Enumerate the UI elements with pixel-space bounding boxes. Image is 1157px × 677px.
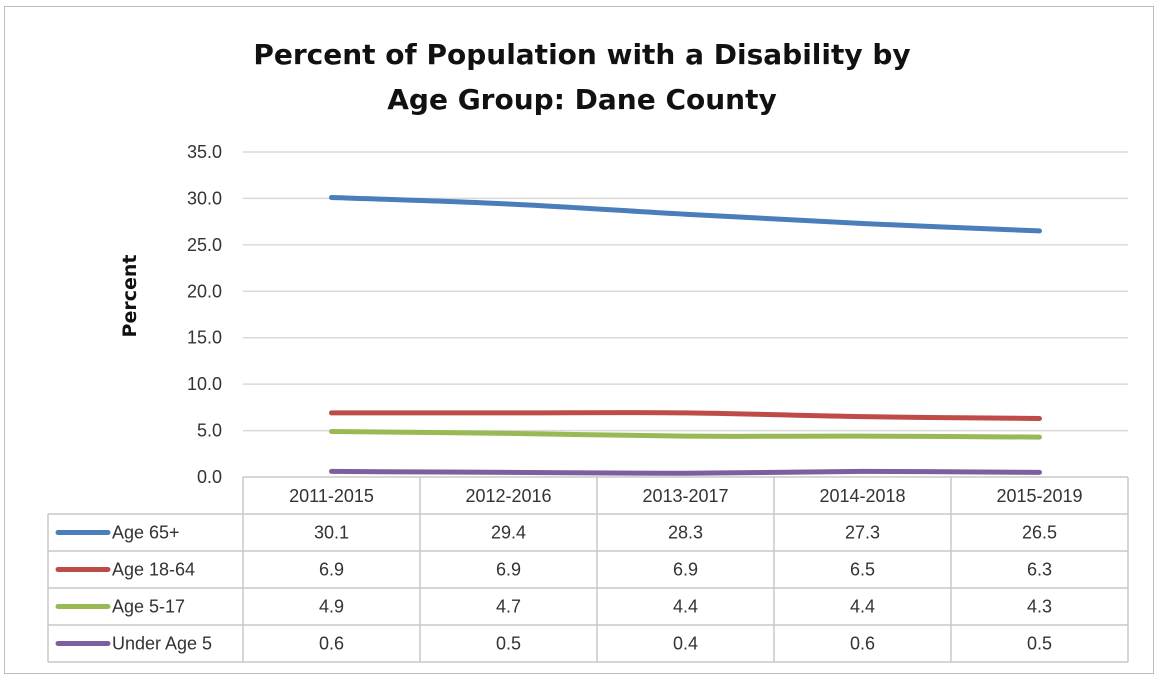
chart-frame [4, 6, 1154, 674]
data-label: 6.3 [1027, 560, 1052, 580]
y-tick-label: 5.0 [197, 421, 222, 441]
chart-title-line-2: Age Group: Dane County [387, 83, 777, 116]
legend-entry: Under Age 5 [112, 634, 212, 654]
data-table: 2011-2015 2012-2016 2013-2017 2014-2018 2015… [47, 476, 1129, 663]
series-line [329, 468, 1042, 476]
data-label: 6.5 [850, 560, 875, 580]
legend-entry: Age 5-17 [112, 597, 185, 617]
data-label: 30.1 [314, 523, 349, 543]
legend-entry: Age 65+ [112, 523, 180, 543]
data-label: 4.3 [1027, 597, 1052, 617]
y-tick-label: 0.0 [197, 467, 222, 487]
data-label: 6.9 [673, 560, 698, 580]
y-tick-label: 10.0 [187, 374, 222, 394]
x-tick-label: 2014-2018 [819, 486, 905, 506]
gridlines [243, 151, 1128, 432]
series-line [329, 429, 1042, 440]
chart-title-line-1: Percent of Population with a Disability … [253, 38, 910, 71]
y-tick-label: 25.0 [187, 235, 222, 255]
series-line [329, 195, 1042, 234]
y-axis-label: Percent [119, 255, 141, 338]
y-axis-ticks: 0.0 5.0 10.0 15.0 20.0 25.0 30.0 35.0 [187, 142, 222, 487]
data-label: 27.3 [845, 523, 880, 543]
y-tick-label: 20.0 [187, 281, 222, 301]
x-tick-label: 2015-2019 [996, 486, 1082, 506]
y-tick-label: 15.0 [187, 328, 222, 348]
data-label: 26.5 [1022, 523, 1057, 543]
data-label: 0.6 [850, 634, 875, 654]
x-tick-label: 2013-2017 [642, 486, 728, 506]
data-label: 6.9 [319, 560, 344, 580]
data-label: 0.5 [1027, 634, 1052, 654]
data-label: 6.9 [496, 560, 521, 580]
x-tick-label: 2011-2015 [289, 486, 374, 506]
data-label: 0.5 [496, 634, 521, 654]
y-tick-label: 30.0 [187, 188, 222, 208]
data-label: 4.4 [673, 597, 698, 617]
data-label: 4.9 [319, 597, 344, 617]
legend-entry: Age 18-64 [112, 560, 195, 580]
data-label: 4.4 [850, 597, 875, 617]
series-lines [329, 195, 1042, 476]
data-label: 4.7 [496, 597, 521, 617]
x-tick-label: 2012-2016 [465, 486, 551, 506]
series-line [329, 410, 1042, 421]
y-tick-label: 35.0 [187, 142, 222, 162]
data-label: 29.4 [491, 523, 526, 543]
data-label: 28.3 [668, 523, 703, 543]
data-label: 0.4 [673, 634, 698, 654]
data-label: 0.6 [319, 634, 344, 654]
